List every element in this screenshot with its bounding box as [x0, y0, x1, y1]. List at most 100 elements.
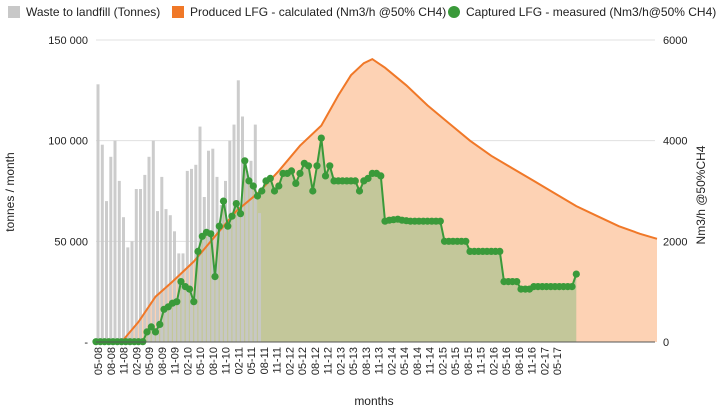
- x-tick-label: 05-12: [297, 347, 309, 375]
- x-tick-label: 11-14: [425, 347, 437, 374]
- captured-lfg-point: [377, 172, 385, 180]
- waste-bar: [105, 201, 108, 342]
- waste-bar: [202, 197, 206, 342]
- captured-lfg-point: [496, 247, 504, 255]
- waste-bar: [151, 140, 155, 342]
- captured-lfg-points: [92, 134, 580, 346]
- x-tick-label: 05-15: [450, 347, 462, 375]
- captured-lfg-point: [219, 197, 228, 205]
- waste-bar: [241, 116, 244, 342]
- y-left-tick-label: -: [84, 337, 88, 349]
- waste-bar: [164, 209, 168, 342]
- captured-lfg-point: [156, 320, 164, 328]
- captured-lfg-point: [355, 187, 364, 195]
- y-left-tick-label: 150 000: [48, 35, 88, 47]
- waste-bar: [122, 217, 125, 342]
- captured-lfg-point: [151, 328, 160, 336]
- x-axis-ticks: 05-08 08-08 11-08 02-09 05-09 08-09 11-09 02-10…: [93, 347, 564, 375]
- captured-lfg-point: [215, 222, 223, 230]
- y-axis-left-ticks: - 50 000 100 000 150 000: [48, 35, 88, 349]
- captured-lfg-point: [143, 328, 151, 336]
- captured-lfg-point: [309, 187, 317, 195]
- y-axis-right-label: Nm3/h @50%CH4: [694, 145, 708, 244]
- captured-lfg-point: [253, 192, 262, 200]
- captured-lfg-point: [177, 278, 185, 286]
- captured-lfg-point: [513, 278, 521, 286]
- x-tick-label: 11-09: [170, 347, 182, 374]
- x-tick-label: 02-09: [131, 347, 143, 375]
- x-tick-label: 11-15: [476, 347, 488, 374]
- waste-bar: [224, 180, 227, 342]
- x-axis-label: months: [354, 394, 393, 408]
- x-tick-label: 11-12: [323, 347, 335, 374]
- captured-lfg-point: [270, 187, 279, 195]
- waste-bar: [126, 247, 130, 342]
- captured-lfg-point: [190, 298, 198, 306]
- captured-lfg-point: [304, 162, 313, 170]
- y-left-tick-label: 50 000: [54, 236, 88, 248]
- captured-lfg-point: [572, 270, 580, 278]
- x-tick-label: 05-11: [246, 347, 258, 374]
- captured-lfg-point: [224, 222, 232, 230]
- waste-bar: [113, 140, 117, 342]
- x-tick-label: 02-11: [233, 347, 245, 374]
- captured-lfg-point: [249, 182, 257, 190]
- waste-bar: [245, 170, 249, 342]
- captured-lfg-point: [266, 174, 274, 182]
- y-right-tick-label: 0: [663, 337, 669, 349]
- x-tick-label: 08-11: [259, 347, 271, 374]
- produced-lfg-line-path: [96, 57, 658, 343]
- x-tick-label: 11-16: [527, 347, 539, 374]
- waste-bar: [181, 253, 185, 342]
- captured-lfg-point: [241, 157, 249, 165]
- legend-marker-produced: [172, 6, 184, 18]
- y-right-tick-label: 2000: [663, 236, 687, 248]
- x-tick-label: 11-11: [272, 347, 284, 374]
- x-tick-label: 05-13: [348, 347, 360, 375]
- waste-bar: [249, 160, 253, 342]
- waste-bar: [160, 176, 164, 342]
- waste-bar: [232, 124, 236, 342]
- waste-bar: [130, 241, 134, 342]
- x-tick-label: 11-13: [374, 347, 386, 374]
- legend: Waste to landfill (Tonnes) Produced LFG -…: [8, 5, 716, 19]
- waste-bar: [190, 168, 193, 342]
- waste-bar: [258, 213, 261, 342]
- waste-bar: [100, 144, 104, 342]
- x-tick-label: 05-14: [399, 347, 411, 375]
- y-right-tick-label: 4000: [663, 136, 687, 148]
- x-tick-label: 08-08: [106, 347, 118, 375]
- y-right-tick-label: 6000: [663, 35, 687, 47]
- x-tick-label: 05-16: [501, 347, 513, 375]
- waste-bar: [173, 231, 176, 342]
- waste-bar: [253, 124, 257, 342]
- captured-lfg-point: [211, 273, 219, 281]
- x-tick-label: 02-17: [539, 347, 551, 375]
- waste-bar: [219, 205, 223, 342]
- legend-label-captured: Captured LFG - measured (Nm3/h@50% CH4): [466, 5, 716, 19]
- waste-bar: [134, 189, 138, 342]
- captured-lfg-point: [287, 167, 296, 175]
- waste-bar: [168, 215, 172, 342]
- waste-bar: [96, 84, 100, 343]
- waste-bar: [185, 170, 189, 342]
- x-tick-label: 08-09: [157, 347, 169, 375]
- waste-bar: [177, 253, 181, 342]
- captured-lfg-point: [275, 182, 283, 190]
- captured-lfg-point: [173, 298, 181, 306]
- x-tick-label: 11-10: [221, 347, 233, 374]
- x-tick-label: 11-08: [119, 347, 131, 374]
- waste-bar: [139, 189, 142, 342]
- captured-lfg-point: [258, 187, 266, 195]
- captured-lfg-point: [296, 169, 304, 177]
- x-tick-label: 02-12: [284, 347, 296, 375]
- x-tick-label: 05-08: [93, 347, 105, 375]
- captured-lfg-point: [462, 237, 470, 245]
- captured-lfg-point: [321, 172, 330, 180]
- x-tick-label: 08-13: [361, 347, 373, 375]
- captured-lfg-point: [232, 200, 240, 208]
- waste-bar: [143, 174, 147, 342]
- legend-label-waste: Waste to landfill (Tonnes): [26, 5, 160, 19]
- legend-marker-waste: [8, 6, 20, 18]
